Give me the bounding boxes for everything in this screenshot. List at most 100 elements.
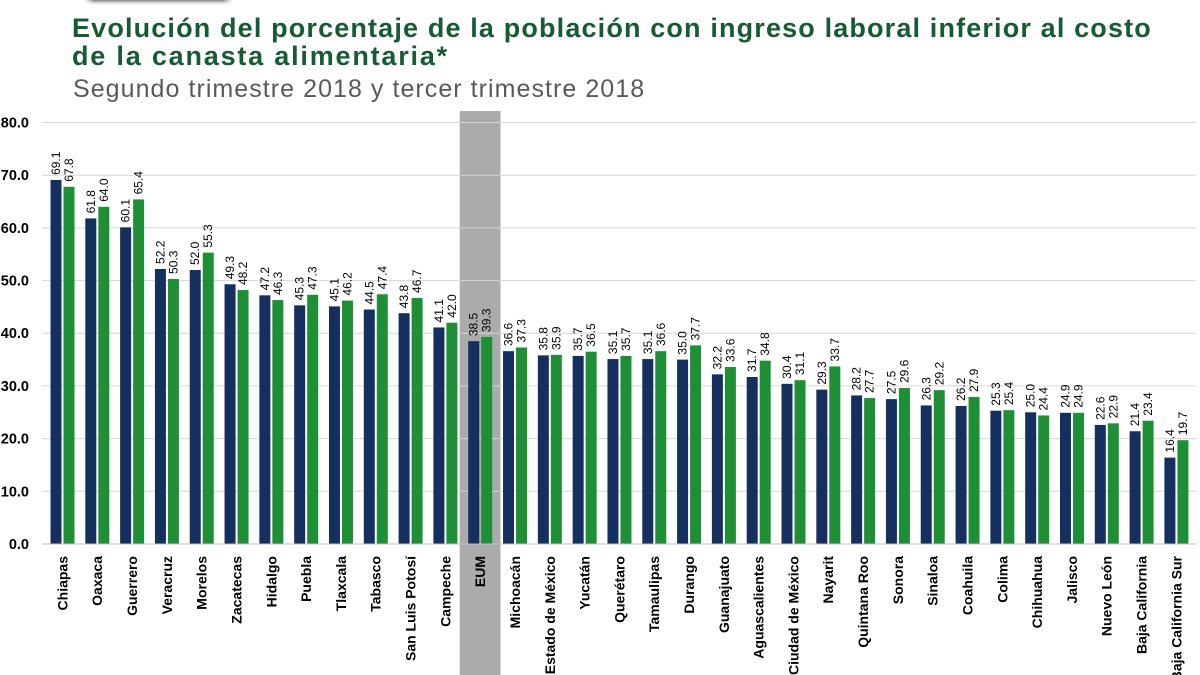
svg-text:Tamaulipas: Tamaulipas: [646, 556, 662, 632]
svg-text:50.3: 50.3: [166, 250, 180, 274]
svg-text:36.6: 36.6: [654, 322, 668, 346]
svg-text:30.4: 30.4: [780, 355, 794, 379]
svg-text:Ciudad de México: Ciudad de México: [785, 556, 801, 675]
svg-text:Guanajuato: Guanajuato: [716, 556, 732, 633]
svg-text:29.2: 29.2: [932, 361, 946, 385]
svg-text:40.0: 40.0: [1, 326, 29, 342]
svg-text:20.0: 20.0: [1, 432, 29, 448]
svg-text:80.0: 80.0: [1, 116, 29, 132]
svg-text:47.3: 47.3: [306, 266, 320, 290]
svg-text:34.8: 34.8: [758, 332, 772, 356]
svg-text:35.7: 35.7: [619, 327, 633, 351]
svg-text:Zacatecas: Zacatecas: [228, 556, 244, 624]
svg-text:Durango: Durango: [681, 556, 697, 614]
svg-text:33.7: 33.7: [828, 338, 842, 362]
svg-text:Querétaro: Querétaro: [611, 556, 627, 623]
svg-text:26.3: 26.3: [919, 377, 933, 401]
svg-text:29.6: 29.6: [897, 359, 911, 383]
svg-text:41.1: 41.1: [432, 299, 446, 323]
svg-text:35.0: 35.0: [676, 331, 690, 355]
svg-text:55.3: 55.3: [201, 224, 215, 248]
svg-text:46.3: 46.3: [271, 271, 285, 295]
svg-text:Tabasco: Tabasco: [368, 556, 384, 612]
svg-text:52.0: 52.0: [188, 241, 202, 265]
svg-text:San Luis Potosí: San Luis Potosí: [403, 555, 419, 661]
svg-text:Campeche: Campeche: [437, 556, 453, 627]
svg-text:Tlaxcala: Tlaxcala: [333, 556, 349, 611]
svg-text:Guerrero: Guerrero: [124, 556, 140, 616]
svg-text:31.7: 31.7: [745, 348, 759, 372]
svg-text:24.4: 24.4: [1037, 387, 1051, 411]
svg-text:44.5: 44.5: [362, 281, 376, 305]
svg-text:37.3: 37.3: [515, 319, 529, 343]
svg-text:Colima: Colima: [994, 556, 1010, 603]
svg-text:67.8: 67.8: [62, 158, 76, 182]
svg-text:Coahuila: Coahuila: [959, 556, 975, 615]
svg-text:70.0: 70.0: [1, 168, 29, 184]
svg-text:43.8: 43.8: [397, 285, 411, 309]
svg-text:0.0: 0.0: [9, 537, 29, 553]
svg-text:Hidalgo: Hidalgo: [263, 556, 279, 607]
svg-text:61.8: 61.8: [84, 190, 98, 214]
svg-text:Chihuahua: Chihuahua: [1029, 556, 1045, 629]
svg-text:60.0: 60.0: [1, 221, 29, 237]
svg-text:Jalisco: Jalisco: [1064, 556, 1080, 603]
svg-text:27.9: 27.9: [967, 368, 981, 392]
svg-text:35.9: 35.9: [549, 326, 563, 350]
svg-text:65.4: 65.4: [132, 171, 146, 195]
svg-text:Yucatán: Yucatán: [577, 556, 593, 610]
svg-text:Oaxaca: Oaxaca: [89, 556, 105, 606]
svg-text:36.6: 36.6: [502, 322, 516, 346]
svg-text:35.7: 35.7: [571, 327, 585, 351]
svg-text:24.9: 24.9: [1071, 384, 1085, 408]
svg-text:39.3: 39.3: [480, 308, 494, 332]
svg-text:22.9: 22.9: [1106, 395, 1120, 419]
svg-text:Chiapas: Chiapas: [54, 556, 70, 611]
svg-text:Sonora: Sonora: [890, 556, 906, 604]
svg-text:35.1: 35.1: [641, 330, 655, 354]
svg-text:35.1: 35.1: [606, 330, 620, 354]
svg-text:25.4: 25.4: [1002, 381, 1016, 405]
svg-text:29.3: 29.3: [815, 361, 829, 385]
svg-text:Baja California: Baja California: [1134, 556, 1150, 654]
svg-text:Aguascalientes: Aguascalientes: [751, 556, 767, 659]
svg-text:Baja California Sur: Baja California Sur: [1168, 555, 1184, 675]
svg-text:Veracruz: Veracruz: [159, 556, 175, 614]
svg-text:64.0: 64.0: [97, 178, 111, 202]
svg-text:36.5: 36.5: [584, 323, 598, 347]
svg-text:27.7: 27.7: [863, 369, 877, 393]
svg-text:47.2: 47.2: [258, 267, 272, 291]
svg-text:Sinaloa: Sinaloa: [925, 556, 941, 606]
svg-text:38.5: 38.5: [467, 312, 481, 336]
svg-text:46.7: 46.7: [410, 269, 424, 293]
svg-text:46.2: 46.2: [340, 272, 354, 296]
svg-text:Nuevo León: Nuevo León: [1099, 556, 1115, 636]
svg-text:Quintana Roo: Quintana Roo: [855, 556, 871, 648]
svg-text:10.0: 10.0: [1, 484, 29, 500]
svg-text:Morelos: Morelos: [194, 556, 210, 610]
svg-text:35.8: 35.8: [536, 327, 550, 351]
svg-text:24.9: 24.9: [1058, 384, 1072, 408]
svg-text:16.4: 16.4: [1163, 429, 1177, 453]
svg-text:26.2: 26.2: [954, 377, 968, 401]
svg-text:21.4: 21.4: [1128, 403, 1142, 427]
svg-text:Nayarit: Nayarit: [820, 556, 836, 604]
svg-text:EUM: EUM: [472, 556, 488, 587]
svg-text:60.1: 60.1: [119, 199, 133, 223]
svg-text:45.3: 45.3: [293, 277, 307, 301]
svg-text:27.5: 27.5: [884, 370, 898, 394]
svg-text:50.0: 50.0: [1, 274, 29, 290]
svg-text:33.6: 33.6: [723, 338, 737, 362]
svg-text:Michoacán: Michoacán: [507, 556, 523, 628]
svg-text:Puebla: Puebla: [298, 556, 314, 602]
svg-text:25.0: 25.0: [1024, 384, 1038, 408]
svg-text:Estado de México: Estado de México: [542, 556, 558, 674]
svg-text:19.7: 19.7: [1176, 412, 1190, 436]
svg-text:48.2: 48.2: [236, 261, 250, 285]
svg-text:69.1: 69.1: [49, 151, 63, 175]
svg-text:30.0: 30.0: [1, 379, 29, 395]
svg-text:25.3: 25.3: [989, 382, 1003, 406]
svg-text:23.4: 23.4: [1141, 392, 1155, 416]
svg-text:45.1: 45.1: [327, 278, 341, 302]
svg-text:22.6: 22.6: [1093, 396, 1107, 420]
